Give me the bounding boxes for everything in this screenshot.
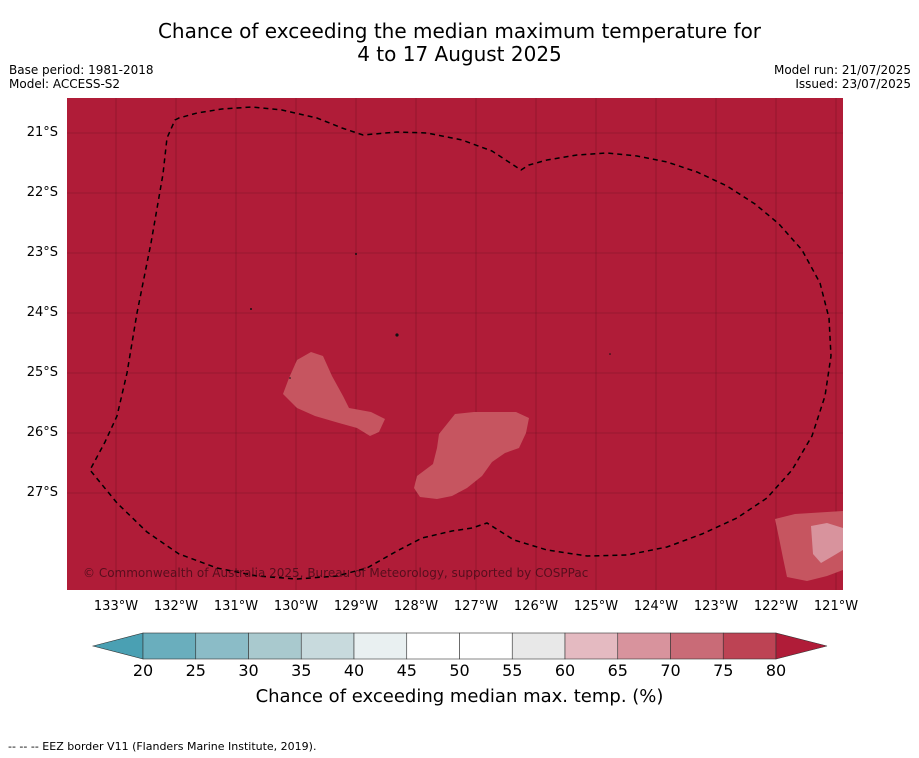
latitude-label: 26°S — [26, 425, 58, 440]
longitude-label: 122°W — [753, 599, 799, 614]
colorbar-over-arrow — [775, 632, 828, 660]
colorbar-tick-label: 60 — [554, 661, 576, 680]
colorbar-segment — [617, 632, 671, 660]
colorbar-under-arrow — [91, 632, 144, 660]
island-speck — [395, 333, 399, 337]
colorbar-tick-label: 75 — [713, 661, 734, 680]
colorbar-label: Chance of exceeding median max. temp. (%… — [255, 686, 664, 707]
colorbar-segment — [300, 632, 355, 660]
colorbar — [91, 632, 828, 660]
island-speck — [355, 253, 357, 255]
colorbar-tick-label: 40 — [343, 661, 365, 680]
colorbar-tick-label: 65 — [607, 661, 628, 680]
meta-left: Base period: 1981-2018 Model: ACCESS-S2 — [9, 63, 154, 91]
colorbar-segment — [564, 632, 619, 660]
eez-border — [89, 106, 832, 580]
longitude-label: 130°W — [273, 599, 319, 614]
longitude-label: 127°W — [453, 599, 499, 614]
colorbar-segment — [459, 632, 513, 660]
colorbar-segment — [353, 632, 408, 660]
colorbar-segment — [195, 632, 249, 660]
colorbar-tick-label: 25 — [185, 661, 206, 680]
longitude-label: 123°W — [693, 599, 739, 614]
islands — [250, 253, 611, 379]
longitude-label: 126°W — [513, 599, 559, 614]
colorbar-segment — [142, 632, 197, 660]
colorbar-tick-label: 30 — [238, 661, 259, 680]
colorbar-tick-label: 70 — [660, 661, 681, 680]
latitude-label: 23°S — [26, 245, 58, 260]
longitude-label: 131°W — [213, 599, 259, 614]
colorbar-tick-label: 45 — [396, 661, 417, 680]
latitude-label: 27°S — [26, 485, 58, 500]
base-period: Base period: 1981-2018 — [9, 63, 154, 77]
copyright-watermark: © Commonwealth of Australia 2025, Bureau… — [83, 566, 588, 580]
model-name: Model: ACCESS-S2 — [9, 77, 121, 91]
colorbar-tick-label: 35 — [291, 661, 312, 680]
longitude-label: 128°W — [393, 599, 439, 614]
colorbar-tick-label: 55 — [502, 661, 523, 680]
map-panel: © Commonwealth of Australia 2025, Bureau… — [67, 98, 843, 590]
title-line-1: Chance of exceeding the median maximum t… — [157, 19, 762, 43]
colorbar-segment — [511, 632, 566, 660]
latitude-label: 24°S — [26, 305, 58, 320]
colorbar-tick-label: 50 — [449, 661, 470, 680]
longitude-label: 133°W — [93, 599, 139, 614]
longitude-label: 125°W — [573, 599, 619, 614]
map-background — [67, 98, 843, 590]
eez-footnote: -- -- -- EEZ border V11 (Flanders Marine… — [8, 740, 317, 753]
island-speck — [609, 353, 611, 355]
colorbar-tick-label: 80 — [765, 661, 787, 680]
probability-patch-east-inner — [811, 523, 843, 563]
longitude-label: 129°W — [333, 599, 379, 614]
longitude-label: 124°W — [633, 599, 679, 614]
longitude-label: 121°W — [813, 599, 859, 614]
colorbar-segment — [722, 632, 777, 660]
longitude-label: 132°W — [153, 599, 199, 614]
colorbar-segment — [406, 632, 460, 660]
colorbar-segment — [248, 632, 302, 660]
meta-right: Model run: 21/07/2025 Issued: 23/07/2025 — [774, 63, 911, 91]
title-line-2: 4 to 17 August 2025 — [357, 42, 562, 66]
colorbar-tick-label: 20 — [132, 661, 154, 680]
probability-patch-central — [414, 412, 529, 499]
model-run: Model run: 21/07/2025 — [773, 63, 911, 77]
probability-patch-west — [283, 352, 385, 436]
issued-date: Issued: 23/07/2025 — [795, 77, 911, 91]
gridlines — [67, 98, 843, 590]
island-speck — [250, 308, 252, 310]
chart-title: Chance of exceeding the median maximum t… — [0, 20, 919, 66]
colorbar-segment — [670, 632, 724, 660]
island-speck — [289, 377, 291, 379]
latitude-label: 25°S — [26, 365, 58, 380]
latitude-label: 22°S — [26, 185, 58, 200]
latitude-label: 21°S — [26, 125, 58, 140]
